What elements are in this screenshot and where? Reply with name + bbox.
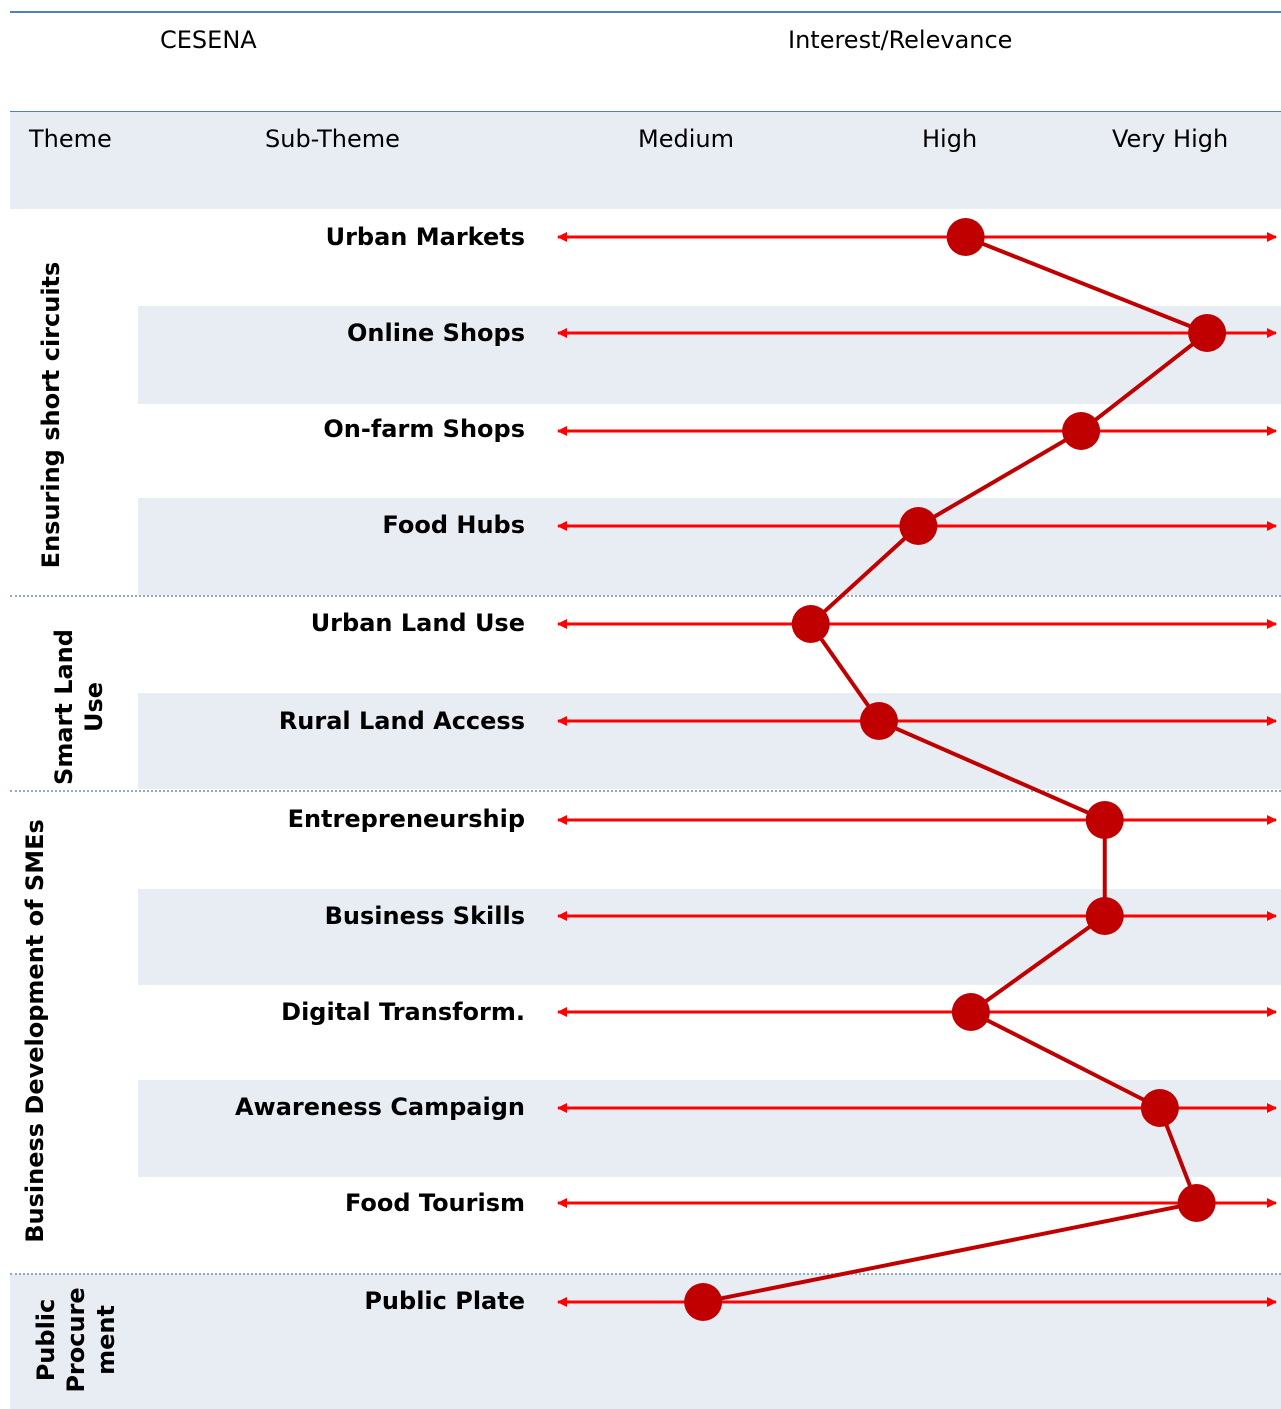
row-label-public-plate: Public Plate [364, 1287, 525, 1315]
relevance-point [1085, 801, 1124, 839]
column-header-subtheme: Sub-Theme [265, 125, 400, 153]
theme-separator [10, 1273, 1281, 1275]
relevance-point [1085, 897, 1124, 935]
profile-line [702, 235, 1212, 1304]
column-header-band [10, 112, 1281, 209]
row-band [138, 306, 1281, 404]
relevance-point [1140, 1089, 1179, 1127]
theme-separator [10, 790, 1281, 792]
top-rule [10, 11, 1281, 13]
relevance-point [1177, 1184, 1216, 1222]
row-label-entrepreneurship: Entrepreneurship [287, 805, 525, 833]
row-label-urban-markets: Urban Markets [325, 223, 525, 251]
x-category-medium: Medium [638, 125, 734, 153]
city-title: CESENA [160, 26, 257, 54]
row-label-urban-land-use: Urban Land Use [310, 609, 525, 637]
row-label-food-tourism: Food Tourism [344, 1189, 525, 1217]
relevance-point [684, 1283, 723, 1321]
row-label-online-shops: Online Shops [347, 319, 525, 347]
relevance-point [899, 507, 938, 545]
row-band [138, 693, 1281, 789]
row-label-awareness-campaign: Awareness Campaign [234, 1093, 525, 1121]
relevance-point [1062, 412, 1101, 450]
row-label-digital-transform: Digital Transform. [281, 998, 525, 1026]
row-label-rural-land-access: Rural Land Access [278, 707, 525, 735]
theme-separator [10, 595, 1281, 597]
relevance-point [791, 605, 830, 643]
relevance-point [1188, 314, 1227, 352]
relevance-point [860, 702, 898, 740]
x-category-high: High [922, 125, 978, 153]
row-label-on-farm-shops: On-farm Shops [323, 415, 525, 443]
relevance-point [951, 993, 990, 1031]
row-band [138, 498, 1281, 595]
row-label-business-skills: Business Skills [324, 902, 525, 930]
row-band [138, 1080, 1281, 1177]
x-category-very-high: Very High [1112, 125, 1229, 153]
row-label-food-hubs: Food Hubs [382, 511, 525, 539]
scale-title: Interest/Relevance [788, 26, 1013, 54]
relevance-point [946, 218, 985, 256]
column-header-theme: Theme [29, 125, 112, 153]
row-band [10, 1274, 1281, 1409]
